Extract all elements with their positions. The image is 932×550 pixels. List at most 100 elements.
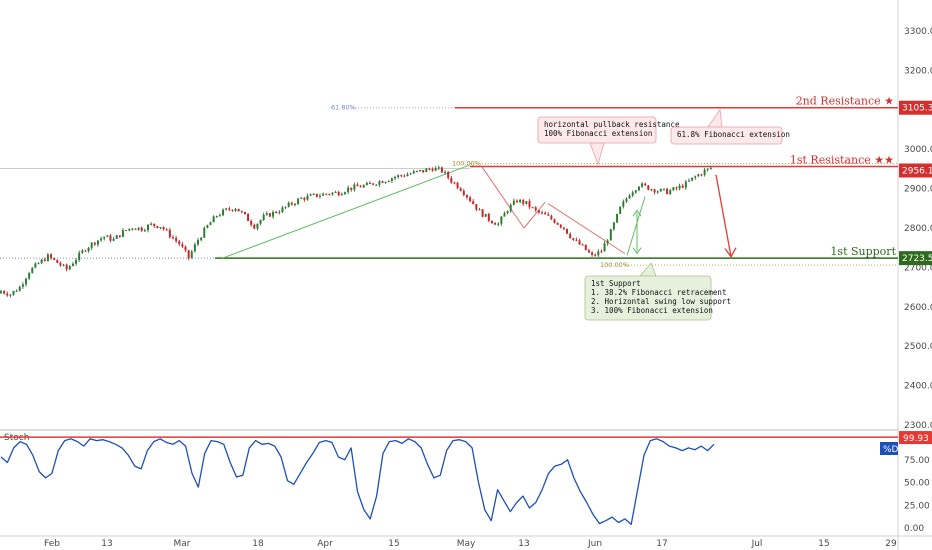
candle-body <box>15 290 18 292</box>
candle-body <box>178 241 181 245</box>
candle-body <box>422 170 425 173</box>
support-note-line: 3. 100% Fibonacci extension <box>591 306 713 315</box>
candle-body <box>541 212 544 214</box>
candle-body <box>559 224 562 228</box>
candle-body <box>569 233 572 239</box>
candle-body <box>337 191 340 196</box>
candle-body <box>525 201 528 204</box>
candle-body <box>62 264 65 266</box>
candle-body <box>406 174 409 177</box>
candle-body <box>440 167 443 173</box>
candle-body <box>684 181 687 188</box>
price-tick-label: 3300.0 <box>904 27 932 37</box>
candle-body <box>315 193 318 197</box>
time-tick-label: 18 <box>252 539 264 549</box>
candle-body <box>622 201 625 207</box>
price-tick-label: 2800.0 <box>904 224 932 234</box>
candle-body <box>331 192 334 195</box>
candle-body <box>397 175 400 178</box>
first-support-badge <box>899 251 932 266</box>
time-tick-label: Apr <box>317 539 333 549</box>
candle-body <box>234 208 237 211</box>
candle-body <box>231 209 234 211</box>
candle-body <box>594 254 597 256</box>
trend-line-green <box>221 164 471 259</box>
candle-body <box>706 168 709 170</box>
candle-body <box>181 244 184 247</box>
time-tick-label: 13 <box>518 539 529 549</box>
candle-body <box>347 187 350 193</box>
candle-body <box>6 293 9 296</box>
candle-body <box>340 193 343 196</box>
candle-body <box>153 223 156 227</box>
candle-body <box>669 190 672 195</box>
second-resistance-badge <box>899 100 932 115</box>
time-tick-label: 15 <box>818 539 829 549</box>
support-note-line: 1st Support <box>591 279 641 288</box>
candle-body <box>140 227 143 231</box>
candle-body <box>381 181 384 183</box>
candle-body <box>59 262 62 266</box>
candle-body <box>190 251 193 258</box>
second-resistance-label: 2nd Resistance ★ <box>796 95 894 108</box>
candle-body <box>631 192 634 196</box>
candle-body <box>78 252 81 260</box>
candle-body <box>650 189 653 191</box>
candle-body <box>256 223 259 229</box>
candle-body <box>93 242 96 245</box>
candle-body <box>281 207 284 213</box>
candle-body <box>472 201 475 205</box>
candle-body <box>250 220 253 225</box>
candle-body <box>522 199 525 204</box>
candle-body <box>481 209 484 217</box>
retracement-arrow-head-up <box>632 209 642 217</box>
candle-body <box>65 264 68 270</box>
fib-leg-red-3 <box>547 203 626 255</box>
candle-body <box>687 180 690 182</box>
candle-body <box>575 239 578 241</box>
support-note-line: 2. Horizontal swing low support <box>591 297 731 306</box>
candle-body <box>253 224 256 229</box>
candle-body <box>297 198 300 204</box>
candle-body <box>606 240 609 244</box>
candle-body <box>212 216 215 223</box>
price-tick-label: 2300.0 <box>904 421 932 431</box>
candle-body <box>265 213 268 215</box>
candle-body <box>365 182 368 186</box>
candle-body <box>203 227 206 238</box>
time-tick-label: 29 <box>885 539 897 549</box>
resistance-note-line: horizontal pullback resistance <box>544 120 680 129</box>
candle-body <box>656 191 659 193</box>
fib-leg-red-1 <box>481 166 525 229</box>
candle-body <box>28 273 31 279</box>
candle-body <box>612 222 615 230</box>
candle-body <box>150 223 153 225</box>
candle-body <box>278 212 281 214</box>
candle-body <box>428 168 431 170</box>
stoch-pane-title: Stoch <box>4 433 29 443</box>
candle-body <box>509 204 512 212</box>
rebound-line-green <box>626 196 646 256</box>
resistance-note-box <box>537 116 657 144</box>
candle-body <box>372 183 375 185</box>
candle-body <box>490 220 493 224</box>
candle-body <box>653 189 656 193</box>
retracement-arrow-head-down <box>632 247 642 255</box>
fib-leg-red-2 <box>523 202 546 229</box>
price-tick-label: 2500.0 <box>904 342 932 352</box>
candle-body <box>21 284 24 287</box>
candle-body <box>644 183 647 186</box>
candle-body <box>544 212 547 215</box>
candle-body <box>450 177 453 183</box>
candle-body <box>666 188 669 195</box>
candle-body <box>362 185 365 188</box>
candle-body <box>343 192 346 194</box>
support-note-box <box>584 275 712 321</box>
candle-body <box>262 214 265 221</box>
candle-body <box>328 194 331 196</box>
candle-body <box>306 195 309 200</box>
candle-body <box>453 182 456 184</box>
candle-body <box>0 291 2 294</box>
